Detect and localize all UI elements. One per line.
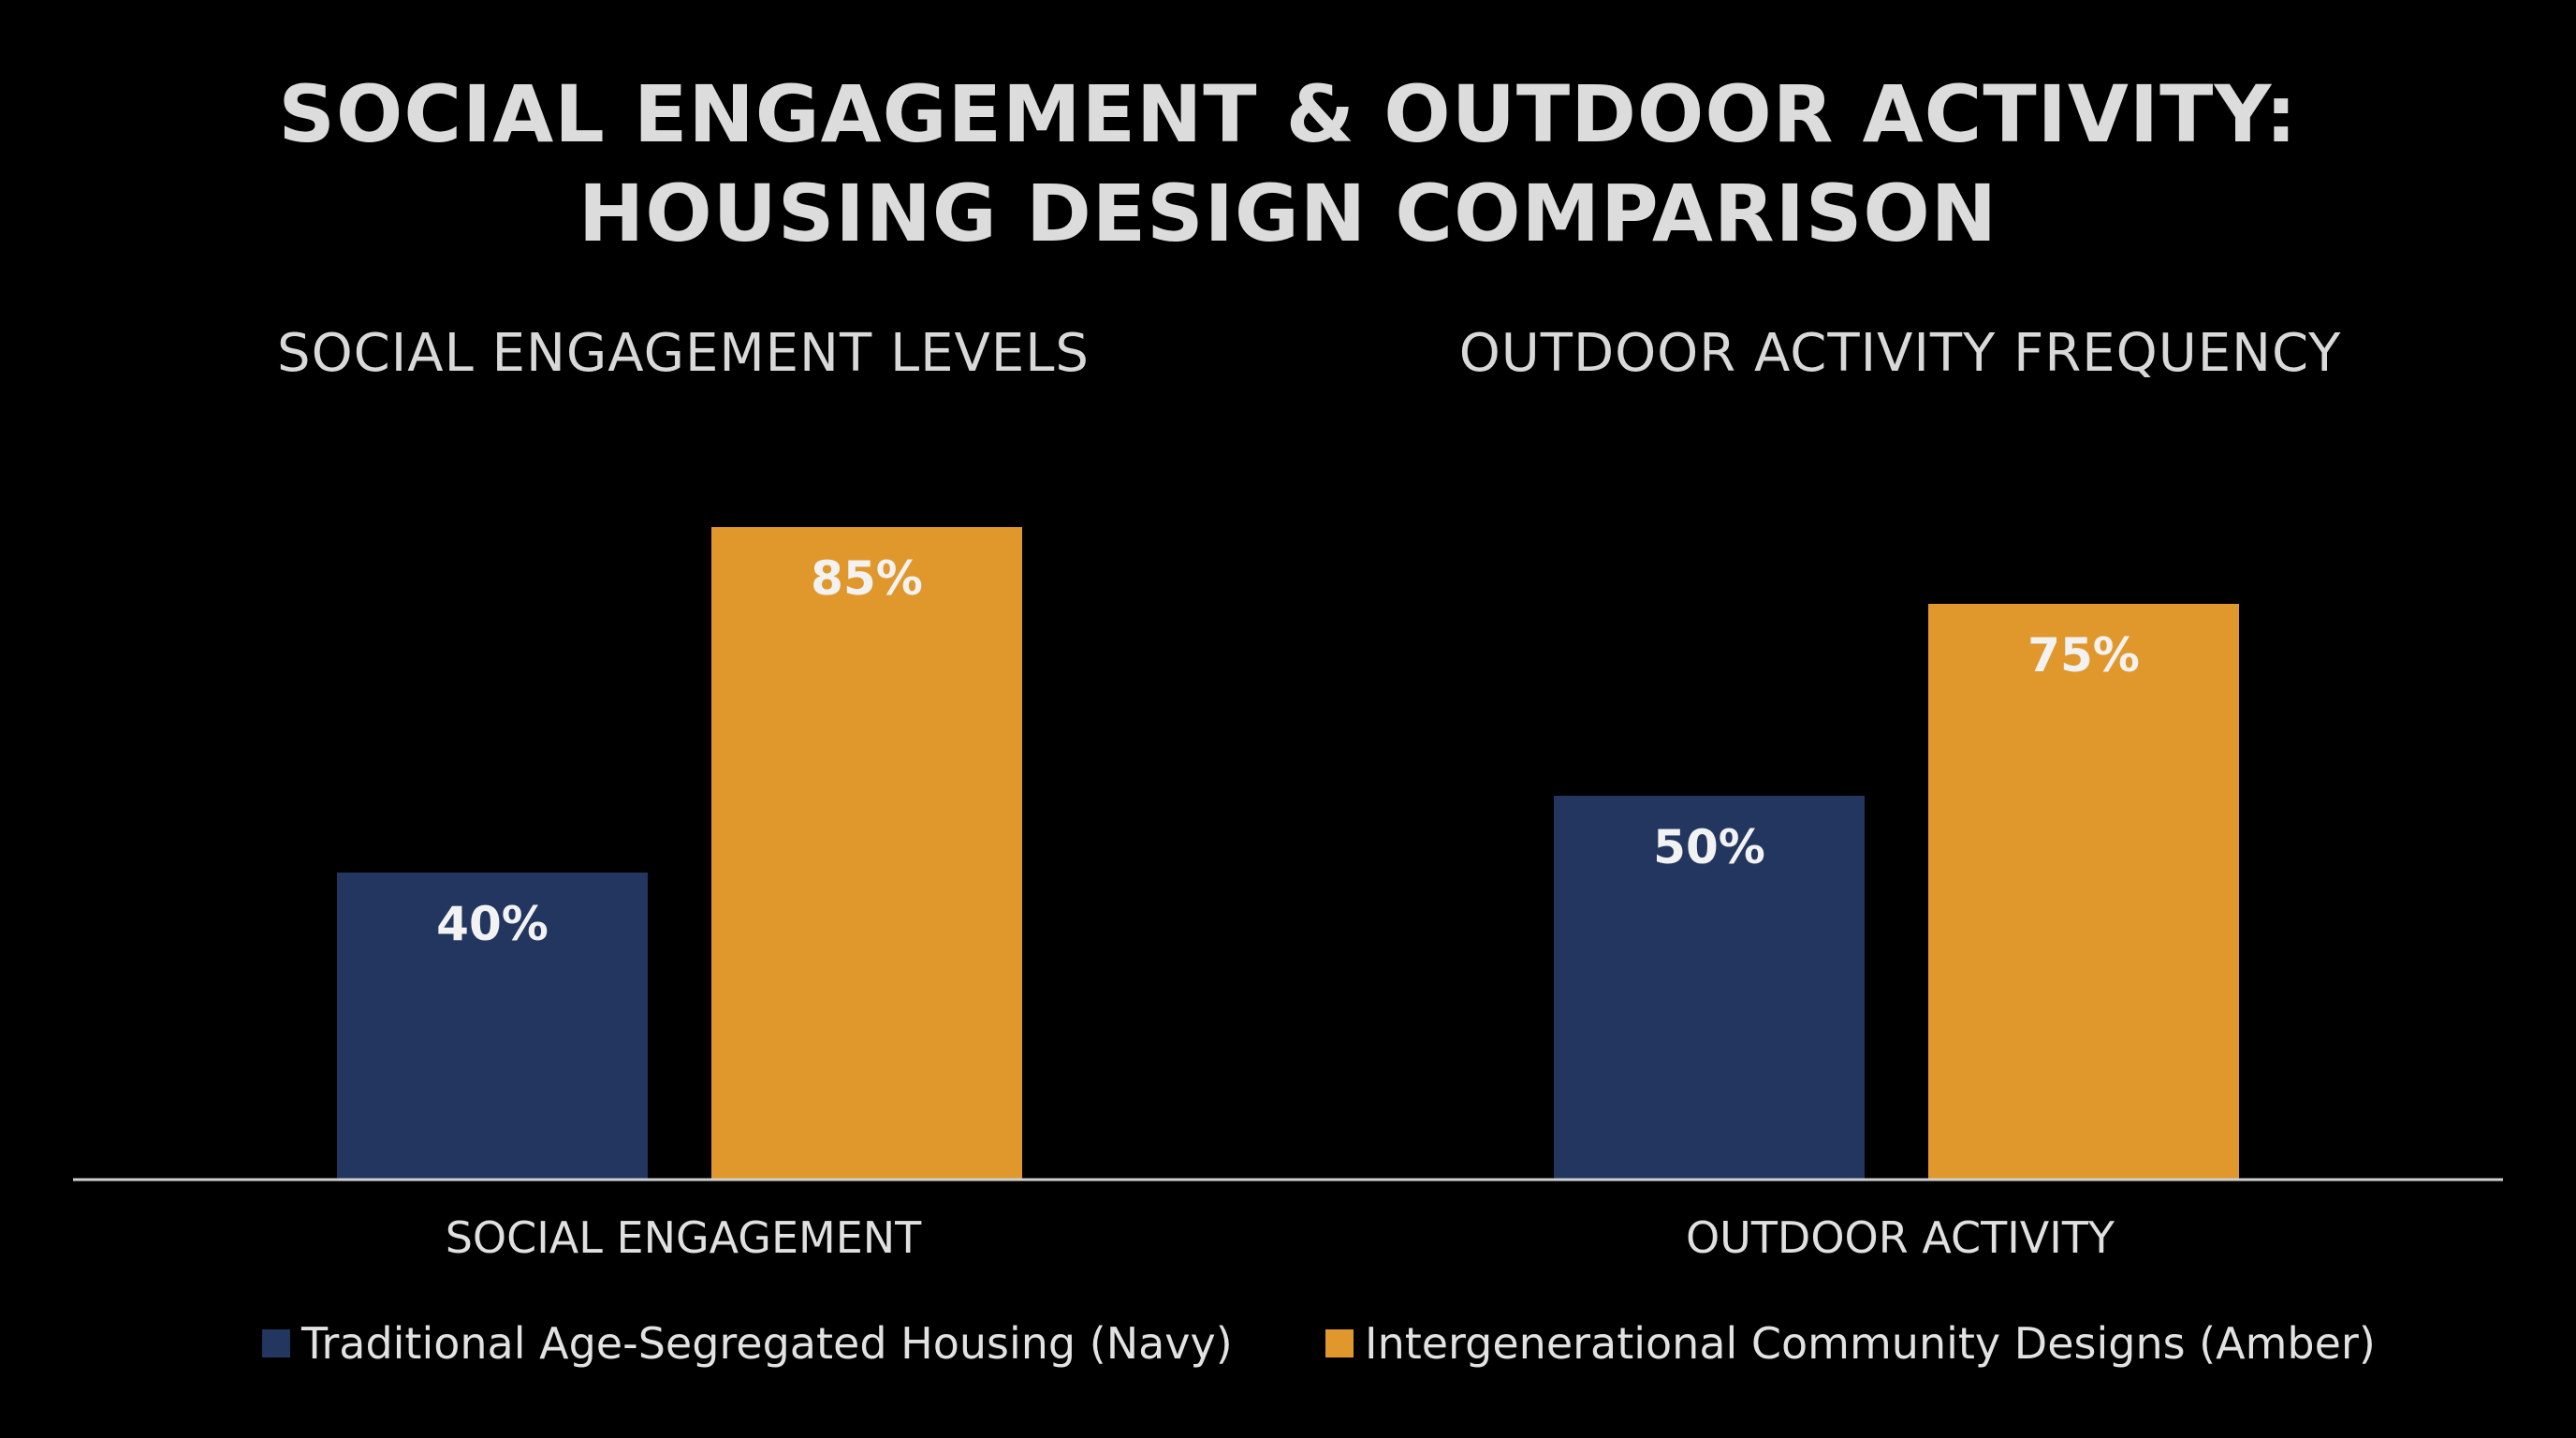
- bar-social-engagement-series-1: [711, 527, 1022, 1180]
- category-label-outdoor-activity: OUTDOOR ACTIVITY: [1686, 1212, 2115, 1263]
- legend-label-traditional-housing: Traditional Age-Segregated Housing (Navy…: [301, 1318, 1233, 1369]
- chart-title-line-2: HOUSING DESIGN COMPARISON: [578, 168, 1998, 259]
- chart-title-line-1: SOCIAL ENGAGEMENT & OUTDOOR ACTIVITY:: [278, 68, 2298, 160]
- data-label-social-engagement-series-1: 85%: [811, 551, 923, 606]
- legend-item-traditional-housing: Traditional Age-Segregated Housing (Navy…: [262, 1311, 1233, 1376]
- panel-subtitle-social-engagement: SOCIAL ENGAGEMENT LEVELS: [277, 323, 1090, 384]
- legend-swatch-amber-icon: [1325, 1329, 1354, 1357]
- category-label-social-engagement: SOCIAL ENGAGEMENT: [446, 1212, 922, 1263]
- data-label-outdoor-activity-series-0: 50%: [1653, 820, 1765, 874]
- legend-label-intergenerational-designs: Intergenerational Community Designs (Amb…: [1365, 1318, 2376, 1369]
- legend-swatch-navy-icon: [262, 1329, 290, 1357]
- bar-outdoor-activity-series-0: [1554, 796, 1865, 1180]
- data-label-outdoor-activity-series-1: 75%: [2027, 628, 2140, 682]
- panel-subtitle-outdoor-activity: OUTDOOR ACTIVITY FREQUENCY: [1459, 323, 2342, 384]
- legend-item-intergenerational-designs: Intergenerational Community Designs (Amb…: [1325, 1311, 2376, 1376]
- data-label-social-engagement-series-0: 40%: [436, 897, 549, 951]
- bar-social-engagement-series-0: [337, 873, 648, 1180]
- bar-outdoor-activity-series-1: [1928, 604, 2239, 1180]
